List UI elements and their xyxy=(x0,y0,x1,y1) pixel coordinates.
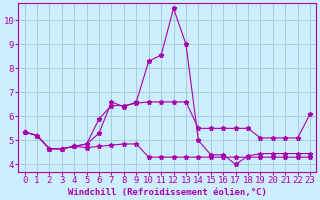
X-axis label: Windchill (Refroidissement éolien,°C): Windchill (Refroidissement éolien,°C) xyxy=(68,188,267,197)
